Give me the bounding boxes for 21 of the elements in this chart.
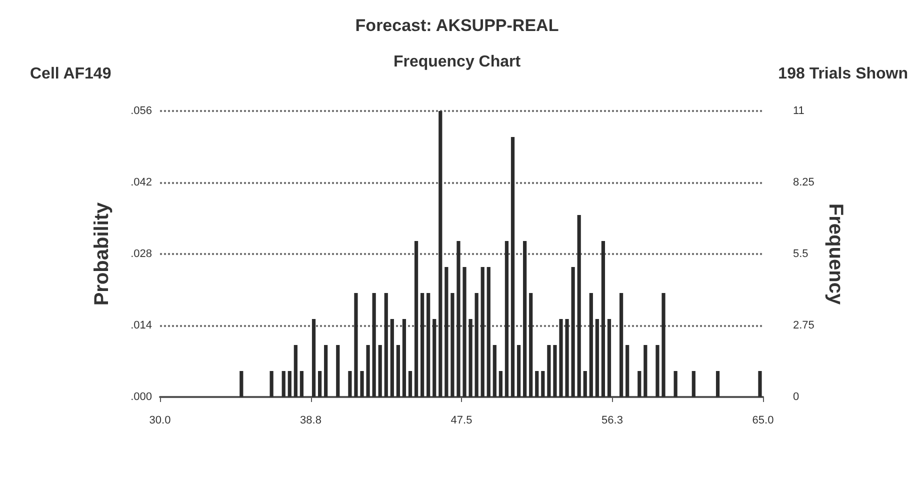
chart-subtitle: Frequency Chart [393,54,522,70]
x-tick-label: 56.3 [602,414,623,426]
y-tick-label: .014 [130,320,152,332]
y2-tick-label: 2.75 [793,320,814,332]
x-tick-label: 30.0 [149,414,171,426]
text: 198 Trials Shown [778,66,908,82]
y-tick-label: .056 [130,105,152,117]
x-tick-label: 47.5 [450,414,472,426]
y-axis-title: Probability [91,201,113,306]
x-tick-label: 65.0 [752,414,774,426]
y2-axis-title: Frequency [824,203,846,306]
y2-tick-label: 0 [793,391,800,403]
y-tick-label: .000 [130,391,152,403]
chart-title: Forecast: AKSUPP-REAL [355,16,559,35]
y-tick-label: .028 [130,248,152,260]
y2-tick-label: 8.25 [793,176,814,188]
y2-tick-label: 11 [793,105,804,117]
y-tick-label: .042 [130,176,152,188]
x-tick-label: 38.8 [300,414,322,426]
text: Cell AF149 [30,66,112,82]
y2-tick-label: 5.5 [793,248,808,260]
